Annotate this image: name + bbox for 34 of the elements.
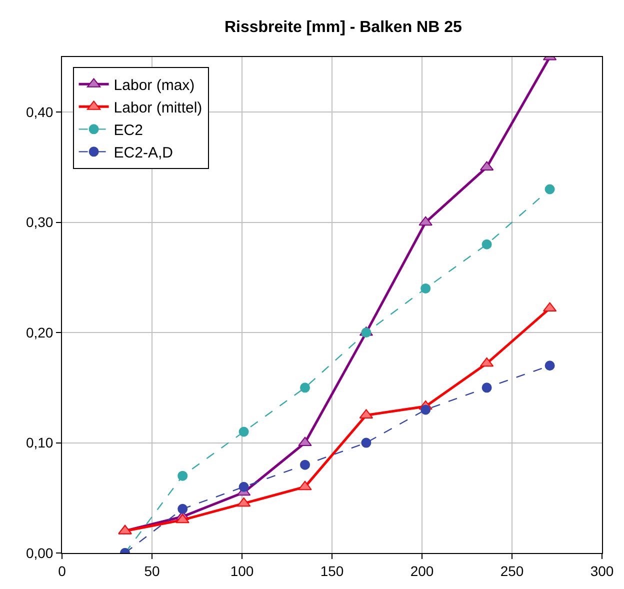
point	[298, 436, 312, 446]
y-tick-label: 0,00	[26, 544, 54, 561]
legend-label: EC2-A,D	[114, 144, 174, 162]
point	[544, 360, 555, 371]
legend-label: Labor (mittel)	[114, 100, 202, 117]
point	[178, 470, 188, 481]
y-tick-label: 0,40	[26, 104, 54, 120]
point	[418, 216, 432, 226]
legend-label: EC2	[114, 122, 143, 140]
chart-title: Rissbreite [mm] - Balken NB 25	[224, 18, 462, 36]
point	[544, 184, 555, 194]
x-tick-label: 200	[410, 562, 434, 579]
point	[176, 514, 190, 524]
point	[361, 438, 372, 448]
point	[298, 480, 312, 490]
y-tick-label: 0,10	[26, 434, 54, 451]
point	[300, 460, 310, 470]
x-tick-label: 300	[590, 562, 614, 579]
x-tick-label: 100	[230, 562, 254, 579]
legend-label: Labor (max)	[114, 77, 195, 94]
point	[420, 283, 431, 294]
x-tick-label: 150	[320, 562, 344, 579]
x-tick-label: 50	[144, 562, 160, 579]
point	[300, 382, 310, 393]
x-tick-label: 250	[500, 562, 524, 579]
point	[238, 426, 249, 437]
x-tick-label: 0	[58, 562, 66, 579]
point	[178, 504, 188, 514]
point	[482, 239, 492, 250]
y-tick-label: 0,30	[26, 214, 54, 230]
point	[482, 382, 492, 393]
y-tick-label: 0,20	[26, 324, 54, 340]
point	[420, 404, 431, 415]
point	[238, 482, 249, 492]
